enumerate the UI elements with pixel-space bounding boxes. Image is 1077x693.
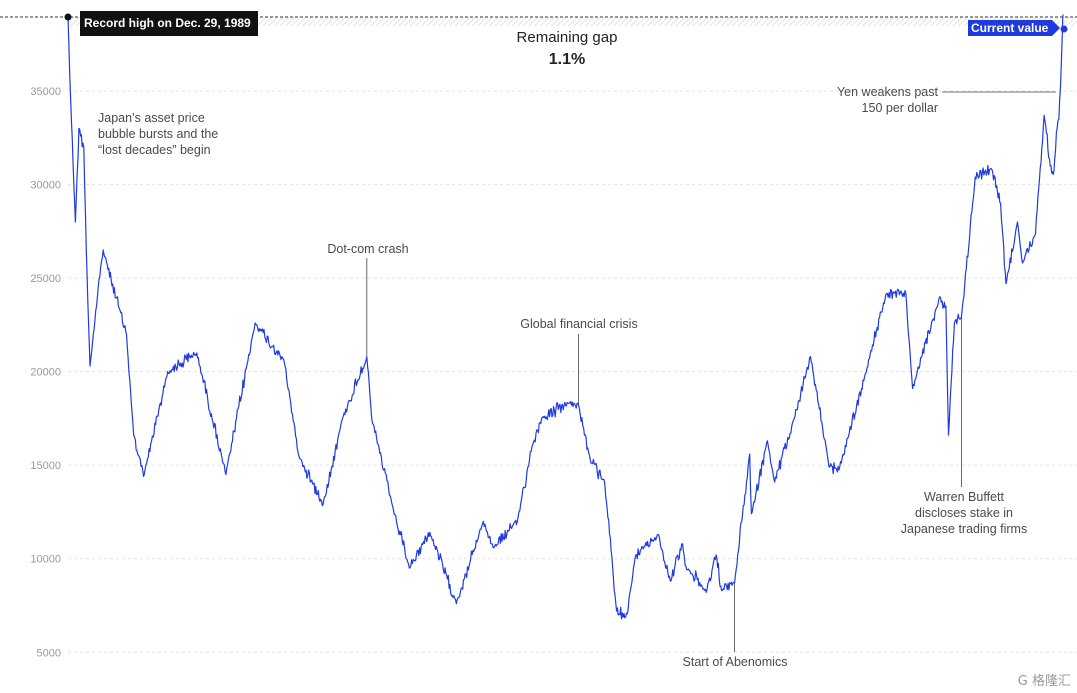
y-axis: 5000 10000 15000 20000 25000 30000 35000 [30, 86, 61, 659]
annotation-text: Japan’s asset price [98, 111, 205, 125]
annotation-text: “lost decades” begin [98, 143, 211, 157]
y-tick-label: 30000 [30, 180, 61, 192]
y-tick-label: 10000 [30, 554, 61, 566]
remaining-gap-band [68, 17, 1077, 26]
y-tick-label: 20000 [30, 367, 61, 379]
current-value-point [1060, 25, 1068, 33]
annotation-text: 150 per dollar [862, 101, 938, 115]
annotation-text: Yen weakens past [837, 85, 939, 99]
annotation-text: Global financial crisis [520, 317, 637, 331]
y-tick-label: 15000 [30, 460, 61, 472]
record-high-point [64, 13, 72, 21]
annotation-text: Start of Abenomics [683, 655, 788, 669]
record-flag: Record high on Dec. 29, 1989 [64, 11, 258, 36]
current-flag: Current value [968, 20, 1068, 36]
record-label: Record high on Dec. 29, 1989 [84, 16, 251, 30]
watermark: G 格隆汇 [1017, 674, 1071, 689]
annotation-text: discloses stake in [915, 506, 1013, 520]
index-line [67, 14, 1064, 620]
y-tick-label: 35000 [30, 86, 61, 98]
gap-title: Remaining gap [517, 29, 618, 46]
annotation-text: Warren Buffett [924, 490, 1004, 504]
annotation-text: bubble bursts and the [98, 127, 218, 141]
current-flag-box [968, 20, 1060, 36]
annotations: Japan’s asset price bubble bursts and the… [98, 85, 1027, 669]
record-flag-box [80, 11, 258, 36]
gap-label: Remaining gap 1.1% [517, 29, 618, 68]
y-tick-label: 25000 [30, 273, 61, 285]
gridlines [68, 90, 1077, 653]
annotation-text: Dot-com crash [327, 242, 408, 256]
gap-value: 1.1% [549, 51, 585, 68]
y-tick-label: 5000 [37, 647, 61, 659]
annotation-leaders [366, 91, 1056, 652]
current-label: Current value [971, 21, 1049, 35]
annotation-text: Japanese trading firms [901, 522, 1027, 536]
